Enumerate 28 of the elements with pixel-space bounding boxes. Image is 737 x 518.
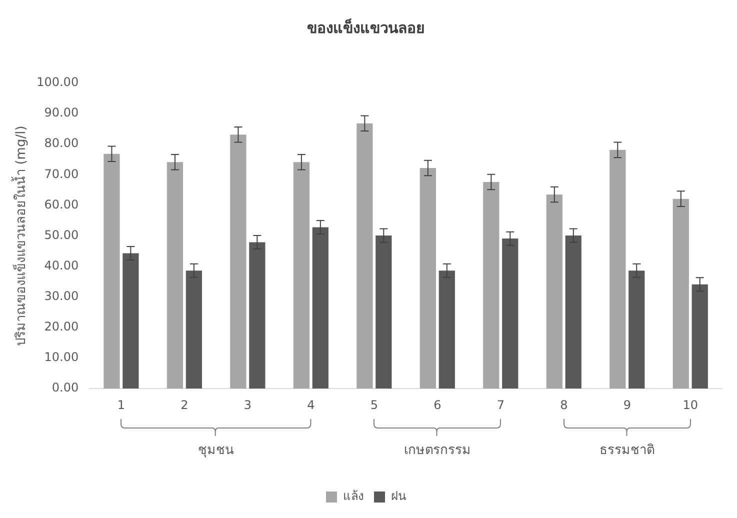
legend-label: แล้ง — [343, 489, 364, 504]
y-tick-label: 30.00 — [44, 289, 79, 304]
y-tick-label: 70.00 — [44, 166, 79, 181]
y-tick-label: 60.00 — [44, 197, 79, 212]
y-tick-label: 80.00 — [44, 136, 79, 150]
x-tick-label: 8 — [560, 398, 568, 412]
legend-label: ฝน — [391, 489, 406, 504]
x-tick-label: 7 — [496, 398, 504, 412]
text: ชุมชน — [198, 442, 234, 460]
x-tick-label: 2 — [180, 398, 188, 412]
x-tick-label: 3 — [244, 398, 252, 412]
chart-title: ของแข็งแขวนลอย — [307, 18, 425, 37]
y-tick-label: 100.00 — [36, 75, 79, 90]
y-tick-label: 50.00 — [44, 228, 79, 242]
y-tick-label: 0.00 — [52, 380, 79, 395]
y-tick-label: 20.00 — [44, 320, 79, 334]
x-tick-label: 10 — [682, 398, 698, 412]
y-axis-title: ปริมาณของแข็งแขวนลอยในน้ำ (mg/l) — [11, 126, 30, 346]
y-tick-label: 90.00 — [44, 106, 79, 120]
text: ธรรมชาติ — [600, 442, 655, 460]
x-tick-label: 1 — [117, 398, 126, 412]
x-tick-label: 5 — [370, 398, 378, 412]
text: เกษตรกรรม — [404, 442, 471, 460]
x-tick-label: 6 — [434, 398, 442, 412]
x-tick-label: 9 — [623, 398, 631, 412]
y-tick-label: 10.00 — [44, 350, 79, 364]
y-tick-label: 40.00 — [44, 258, 79, 272]
x-tick-label: 4 — [307, 398, 315, 412]
